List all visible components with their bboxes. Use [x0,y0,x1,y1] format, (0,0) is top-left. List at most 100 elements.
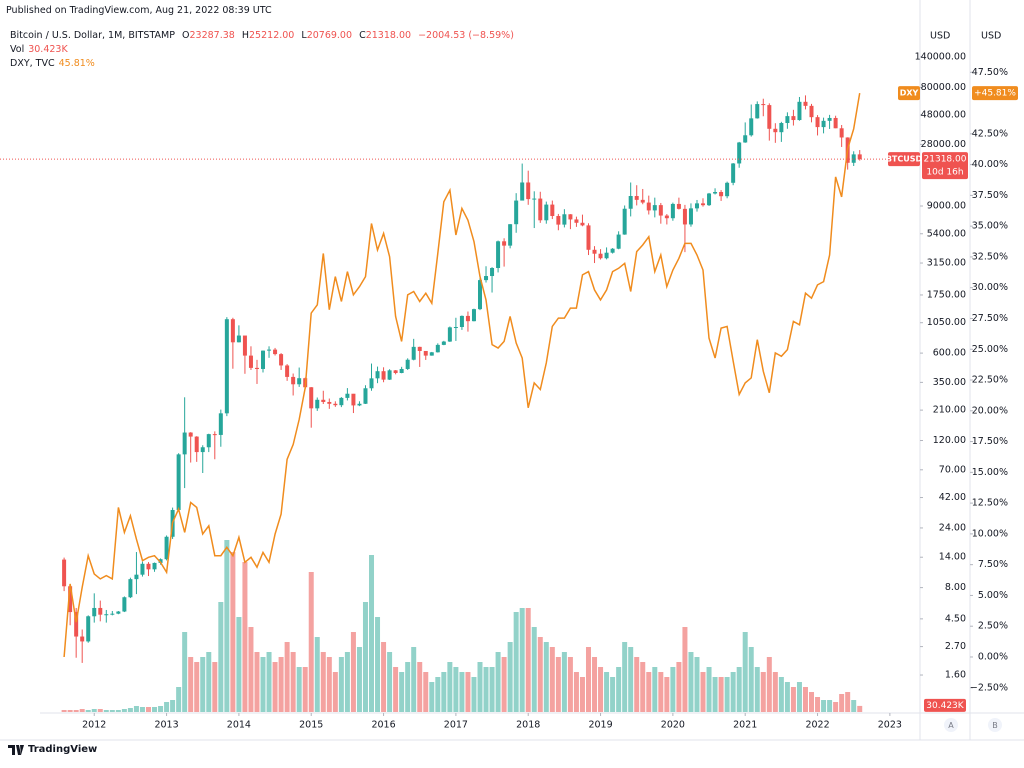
volume-bar [857,705,863,712]
volume-bar [802,687,808,712]
volume-bar [718,677,724,712]
volume-bar [483,667,489,712]
ohlc-value: 20769.00 [306,30,353,41]
candle-body [731,163,736,183]
y-tick-label: 80000.00 [921,82,966,93]
ohlc-key: L [301,30,307,41]
volume-bar [622,642,628,712]
candle-body [622,208,627,235]
volume-bar [272,662,278,712]
volume-bar [809,692,815,712]
candle-body [104,614,109,616]
y-tick-label: 8.00 [945,582,966,593]
volume-bar [91,709,97,712]
candle-body [833,117,838,129]
volume-bar [525,608,531,712]
x-tick-label: 2022 [805,720,829,731]
volume-bar [833,702,839,712]
candle-body [134,574,139,580]
candle-body [375,371,380,379]
published-note: Published on TradingView.com, Aug 21, 20… [6,5,272,16]
x-tick-label: 2021 [733,720,757,731]
candle-body [719,191,724,197]
volume-bar [423,672,429,712]
candle-body [664,215,669,219]
y-tick-label: 1.60 [945,670,966,681]
volume-bar [477,662,483,712]
scale-button[interactable] [988,718,1002,732]
y2-tick-label: 47.50% [972,67,1008,78]
scale-button-label: A [948,721,954,730]
symbol-title: Bitcoin / U.S. Dollar, 1M, BITSTAMP [10,30,175,41]
scale-button[interactable] [944,718,958,732]
volume-bar [754,667,760,712]
candle-body [670,203,675,219]
volume-bar [164,702,170,712]
volume-bar [411,647,417,712]
candle-body [580,222,585,226]
candle-body [248,355,253,368]
badge [922,152,968,180]
volume-bar [73,710,79,712]
y-tick-label: 140000.00 [915,51,966,62]
ohlc-value: 23287.38 [189,30,235,41]
volume-bar [200,657,206,712]
volume-bar [465,672,471,712]
candle-body [393,370,398,373]
candle-body [502,241,507,246]
volume-bar [537,637,543,712]
x-tick-label: 2015 [299,720,323,731]
candle-body [761,104,766,106]
candle-body [538,198,543,221]
dxy-value: 45.81% [58,58,95,69]
volume-bar [567,657,573,712]
volume-bar [616,667,622,712]
volume-bar [543,642,549,712]
volume-bar [188,657,194,712]
y-tick-label: 210.00 [933,405,966,416]
volume-bar [260,657,266,712]
x-tick-label: 2014 [227,720,251,731]
volume-bar [278,657,284,712]
candle-body [743,135,748,143]
candle-body [279,354,284,366]
candle-body [658,205,663,216]
y2-tick-label: 25.00% [972,344,1008,355]
volume-bar [706,667,712,712]
dxy-legend: DXY, TVC 45.81% [10,58,99,69]
scale-button-label: B [992,721,998,730]
candle-body [574,219,579,223]
badge [924,698,966,712]
volume-bar [332,672,338,712]
candle-body [526,182,531,200]
volume-label: 30.423K [926,701,964,711]
candle-body [628,196,633,209]
candle-body [755,104,760,119]
y2-tick-label: 15.00% [972,467,1008,478]
candle-body [471,309,476,322]
candle-body [345,393,350,398]
candle-body [176,454,181,510]
price-label: 21318.00 [924,155,967,165]
y2-tick-label: 35.00% [972,221,1008,232]
candle-body [435,344,440,353]
volume-bar [429,682,435,712]
volume-bar [821,700,827,712]
volume-bar [296,667,302,712]
candle-body [285,365,290,377]
volume-bar [736,667,742,712]
volume-bar [664,677,670,712]
volume-name: Vol [10,44,25,55]
candle-body [851,154,856,163]
badge [888,152,920,167]
volume-bar [471,677,477,712]
candle-body [218,413,223,435]
volume-bar [344,652,350,712]
candle-body [224,319,229,414]
volume-bar [236,617,242,712]
volume-bar [772,672,778,712]
volume-bar [97,709,103,712]
candle-body [68,586,73,613]
countdown: 10d 16h [926,168,963,178]
volume-bar [766,657,772,712]
